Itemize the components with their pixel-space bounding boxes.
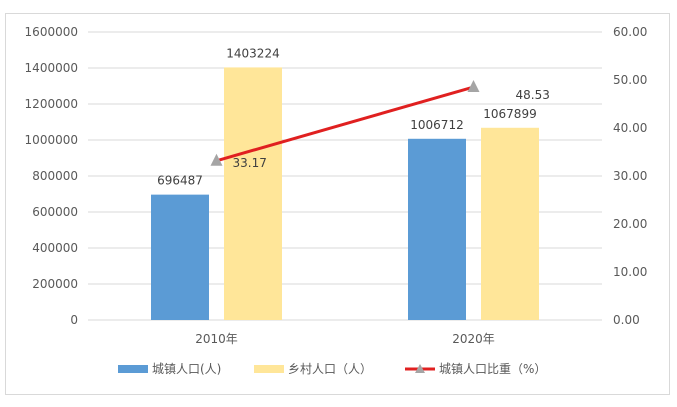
chart-frame: [5, 13, 670, 395]
legend-triangle-marker: [415, 364, 425, 373]
x-axis-category-label: 2010年: [195, 332, 238, 346]
legend-label: 乡村人口（人）: [288, 362, 372, 376]
urbanization-line: [216, 85, 474, 163]
left-axis-tick-label: 0: [70, 313, 78, 327]
bar-rural-1: [481, 127, 539, 320]
bar-urban-1: [408, 138, 466, 320]
left-axis-tick-label: 1000000: [25, 133, 78, 147]
legend-label: 城镇人口(人): [152, 362, 221, 376]
x-axis-category-label: 2020年: [452, 332, 495, 346]
left-axis-tick-label: 400000: [32, 241, 78, 255]
bar-data-label: 1403224: [226, 46, 279, 60]
right-axis-tick-label: 10.00: [613, 265, 647, 279]
bar-rural-0: [224, 67, 282, 320]
left-axis-tick-label: 1400000: [25, 61, 78, 75]
left-axis-tick-label: 200000: [32, 277, 78, 291]
bar-data-label: 1067899: [483, 107, 536, 121]
legend-swatch-rural: [254, 365, 284, 373]
right-axis-tick-label: 0.00: [613, 313, 640, 327]
right-axis-tick-label: 50.00: [613, 73, 647, 87]
left-axis-tick-label: 600000: [32, 205, 78, 219]
left-axis-tick-label: 1600000: [25, 25, 78, 39]
bar-urban-0: [151, 194, 209, 320]
legend-swatch-urban: [118, 365, 148, 373]
left-axis-tick-label: 800000: [32, 169, 78, 183]
right-axis-tick-label: 40.00: [613, 121, 647, 135]
right-axis-tick-label: 60.00: [613, 25, 647, 39]
line-data-label: 48.53: [516, 88, 550, 102]
bar-data-label: 1006712: [410, 118, 463, 132]
bar-data-label: 696487: [157, 174, 203, 188]
line-data-label: 33.17: [233, 156, 267, 170]
right-axis-tick-label: 30.00: [613, 169, 647, 183]
line-triangle-marker: [210, 153, 223, 166]
line-triangle-marker: [467, 80, 480, 93]
legend-label: 城镇人口比重（%）: [439, 362, 546, 376]
right-axis-tick-label: 20.00: [613, 217, 647, 231]
left-axis-tick-label: 1200000: [25, 97, 78, 111]
